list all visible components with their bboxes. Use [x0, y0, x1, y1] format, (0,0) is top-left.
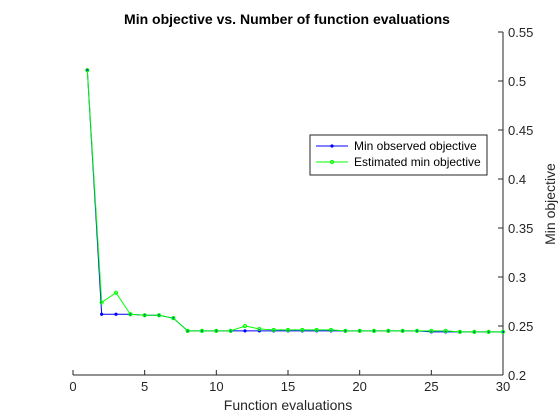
- plot-background: [73, 32, 503, 375]
- data-point: [257, 326, 262, 332]
- x-tick-label: 25: [424, 379, 438, 394]
- x-axis-label: Function evaluations: [224, 397, 352, 413]
- data-point: [99, 300, 104, 305]
- data-point: [214, 328, 219, 333]
- data-point: [128, 312, 133, 317]
- data-point: [457, 329, 463, 334]
- y-tick-label: 0.25: [508, 319, 533, 334]
- x-tick-label: 15: [281, 379, 295, 394]
- x-tick-label: 5: [141, 379, 148, 394]
- y-ticks: 0.2 0.25 0.3 0.35 0.4 0.45 0.5 0.55: [498, 25, 533, 383]
- data-point: [386, 328, 391, 333]
- y-tick-label: 0.45: [508, 123, 533, 138]
- data-point: [185, 328, 190, 333]
- y-tick-label: 0.4: [508, 172, 526, 187]
- data-point: [443, 328, 448, 333]
- data-point: [242, 323, 248, 329]
- data-point: [328, 327, 334, 333]
- data-point: [100, 312, 104, 316]
- data-point: [400, 328, 405, 333]
- y-tick-label: 0.5: [508, 74, 526, 89]
- x-tick-label: 30: [496, 379, 510, 394]
- data-point: [114, 312, 118, 316]
- legend-marker-min-observed: [330, 144, 334, 148]
- legend-box: [309, 134, 488, 176]
- data-point: [343, 328, 348, 333]
- data-point: [171, 316, 176, 321]
- legend-label-min-observed: Min observed objective: [354, 139, 477, 153]
- data-point: [357, 328, 362, 333]
- series-estimated: [85, 68, 506, 334]
- y-tick-label: 0.3: [508, 270, 526, 285]
- data-point: [113, 290, 119, 295]
- y-tick-label: 0.35: [508, 221, 533, 236]
- data-point: [500, 329, 506, 334]
- y-axis-label: Min objective: [542, 163, 558, 245]
- series-line: [86, 70, 503, 333]
- chart-title: Min objective vs. Number of function eva…: [124, 11, 450, 27]
- legend-label-estimated: Estimated min objective: [354, 155, 481, 169]
- legend: Min observed objective Estimated min obj…: [309, 134, 488, 176]
- data-point: [486, 329, 491, 334]
- data-point: [414, 328, 420, 333]
- data-point: [199, 328, 205, 333]
- plot-area: [73, 32, 504, 376]
- data-point: [156, 313, 162, 318]
- y-tick-label: 0.55: [508, 25, 533, 40]
- data-point: [85, 68, 90, 73]
- data-point: [271, 327, 276, 333]
- data-point: [243, 329, 247, 333]
- series-layer: [85, 68, 506, 334]
- x-tick-label: 0: [69, 379, 76, 394]
- data-point: [472, 329, 477, 334]
- data-point: [314, 327, 319, 333]
- data-point: [300, 327, 305, 333]
- data-point: [285, 327, 291, 333]
- data-point: [142, 313, 147, 318]
- legend-marker-estimated: [329, 159, 335, 165]
- data-point: [429, 328, 434, 333]
- data-point: [228, 328, 233, 333]
- data-point: [371, 328, 377, 333]
- x-ticks: 0 5 10 15 20 25 30: [69, 370, 510, 394]
- x-tick-label: 20: [352, 379, 366, 394]
- x-tick-label: 10: [209, 379, 223, 394]
- y-tick-label: 0.2: [508, 368, 526, 383]
